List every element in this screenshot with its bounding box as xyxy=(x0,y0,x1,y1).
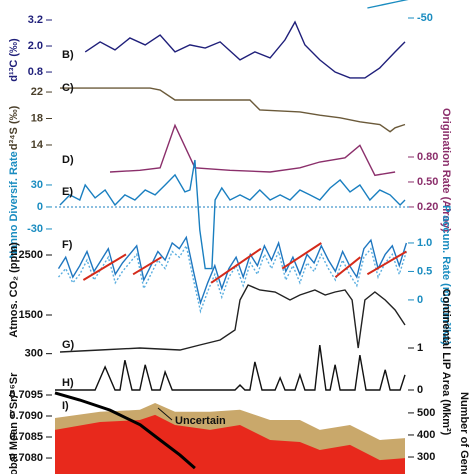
panel-label: B) xyxy=(62,49,74,61)
line xyxy=(55,345,406,391)
y-tick-label: 300 xyxy=(25,348,43,360)
line xyxy=(210,247,262,284)
panel-label: G) xyxy=(62,339,75,351)
line xyxy=(334,256,361,278)
y2-tick-label: 0 xyxy=(417,294,423,306)
y-axis-label: Nanno Diversif. Rate xyxy=(8,151,20,259)
line xyxy=(59,284,406,353)
line xyxy=(57,243,408,314)
line xyxy=(366,250,407,276)
y2-axis-label: Number of Genera xyxy=(458,392,470,474)
y2-tick-label: 1 xyxy=(417,342,423,354)
y2-tick-label: 1.0 xyxy=(417,237,432,249)
line xyxy=(60,87,406,133)
y-tick-label: 1500 xyxy=(19,309,43,321)
y2-tick-label: 0.80 xyxy=(417,151,438,163)
y-tick-label: -30 xyxy=(27,223,43,235)
y2-axis-label: P accum. Rate (mg/cm²/ka) xyxy=(440,205,452,345)
y2-axis-label: Continental LIP Area (Mkm²) xyxy=(440,289,452,436)
y-tick-label: 0 xyxy=(37,201,43,213)
y2-tick-label: 0.5 xyxy=(417,265,432,277)
y2-tick-label: 0.50 xyxy=(417,176,438,188)
y-tick-label: 0.7095 xyxy=(9,389,43,401)
line xyxy=(82,253,127,281)
line xyxy=(84,20,406,79)
y-tick-label: 18 xyxy=(31,112,43,124)
y-tick-label: 22 xyxy=(31,86,43,98)
annotation-arrow xyxy=(157,407,173,421)
area xyxy=(55,414,405,474)
y2-tick-label: 300 xyxy=(417,451,435,463)
y-tick-label: 30 xyxy=(31,179,43,191)
y2-axis-label: Origination Rate (Alroy) xyxy=(440,108,452,232)
panel-label: D) xyxy=(62,154,74,166)
y-tick-label: 0.8 xyxy=(28,66,43,78)
line xyxy=(281,242,322,270)
annotation: Uncertain xyxy=(175,415,226,427)
panel-label: E) xyxy=(62,186,73,198)
line xyxy=(59,159,406,270)
panel-label: F) xyxy=(62,239,73,251)
y-tick-label: 3.2 xyxy=(28,14,43,26)
y2-tick-label: 400 xyxy=(417,429,435,441)
panel-label: C) xyxy=(62,82,74,94)
y-tick-label: 0.7085 xyxy=(9,431,43,443)
y2-tick-label: 0.20 xyxy=(417,201,438,213)
y-axis-label: d¹³C (‰) xyxy=(8,38,20,82)
line xyxy=(54,391,196,470)
y2-tick-label: 0 xyxy=(417,384,423,396)
line xyxy=(367,0,409,9)
y-tick-label: 2500 xyxy=(19,249,43,261)
panel-label: H) xyxy=(62,377,74,389)
y-axis-label: Global Mean ⁸⁷Sr/⁸⁶Sr xyxy=(8,372,20,474)
line xyxy=(132,256,163,276)
y-axis-label: d³⁴S (‰) xyxy=(8,105,20,150)
y-axis-label: Atmos. CO₂ (ppm) xyxy=(8,242,20,338)
y-tick-label: 0.7090 xyxy=(9,410,43,422)
y2-tick-label: -50 xyxy=(417,12,433,24)
panel-label: I) xyxy=(62,400,69,412)
y-tick-label: 14 xyxy=(31,139,44,151)
y-tick-label: 2.0 xyxy=(28,40,43,52)
line xyxy=(57,235,408,306)
line xyxy=(109,123,396,177)
y-tick-label: 0.7080 xyxy=(9,452,43,464)
y2-tick-label: 500 xyxy=(417,407,435,419)
